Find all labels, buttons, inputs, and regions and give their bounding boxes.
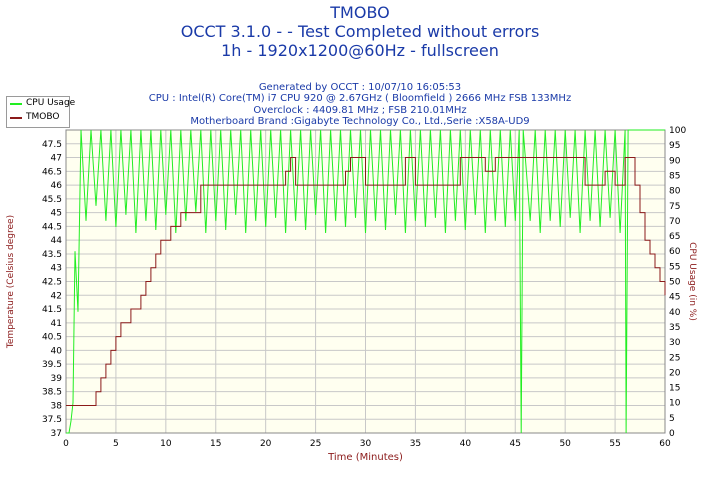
y-tick-label: 42.5 xyxy=(42,278,62,288)
y-tick-label: 41.5 xyxy=(42,305,62,315)
legend-item-cpu: CPU Usage xyxy=(7,97,75,111)
y2-tick-label: 85 xyxy=(669,171,680,181)
y-tick-label: 40.5 xyxy=(42,333,62,343)
cpu-line: CPU : Intel(R) Core(TM) i7 CPU 920 @ 2.6… xyxy=(148,93,572,104)
x-tick-label: 40 xyxy=(460,439,472,449)
x-tick-label: 10 xyxy=(160,439,172,449)
cpu-usage-line xyxy=(66,129,665,434)
y-tick-label: 46.5 xyxy=(42,167,62,177)
x-tick-label: 20 xyxy=(260,439,272,449)
y2-tick-label: 80 xyxy=(669,187,681,197)
y2-tick-label: 45 xyxy=(669,293,680,303)
y2-tick-label: 25 xyxy=(669,353,680,363)
y-tick-label: 38 xyxy=(51,401,63,411)
y-axis-label: Temperature (Celsius degree) xyxy=(6,215,16,349)
x-tick-label: 30 xyxy=(360,439,372,449)
y-tick-label: 38.5 xyxy=(42,388,62,398)
y-tick-label: 45.5 xyxy=(42,195,62,205)
y-tick-label: 39.5 xyxy=(42,360,62,370)
x-tick-label: 25 xyxy=(310,439,321,449)
test-mode: 1h - 1920x1200@60Hz - fullscreen xyxy=(221,41,499,60)
y2-tick-label: 60 xyxy=(669,247,681,257)
y2-tick-label: 35 xyxy=(669,323,680,333)
legend-swatch-tmobo xyxy=(10,117,22,119)
y2-tick-label: 10 xyxy=(669,399,681,409)
y2-tick-label: 65 xyxy=(669,232,680,242)
chart-subtitle: OCCT 3.1.0 - - Test Completed without er… xyxy=(180,22,540,41)
legend-label-cpu: CPU Usage xyxy=(26,98,76,108)
y2-tick-label: 5 xyxy=(669,414,675,424)
chart-title: TMOBO xyxy=(330,3,390,22)
y-tick-label: 41 xyxy=(51,319,62,329)
x-tick-label: 50 xyxy=(559,439,571,449)
y-tick-label: 42 xyxy=(51,291,62,301)
y-tick-label: 37.5 xyxy=(42,415,62,425)
legend-swatch-cpu xyxy=(10,103,22,105)
y2-tick-label: 30 xyxy=(669,338,681,348)
y-tick-label: 39 xyxy=(51,374,63,384)
y-tick-label: 47 xyxy=(51,154,62,164)
legend: CPU Usage TMOBO xyxy=(6,96,75,128)
motherboard-line: Motherboard Brand :Gigabyte Technology C… xyxy=(190,116,530,127)
y-tick-label: 47.5 xyxy=(42,140,62,150)
y-tick-label: 46 xyxy=(51,181,63,191)
x-tick-label: 0 xyxy=(63,439,69,449)
x-tick-label: 45 xyxy=(510,439,521,449)
legend-label-tmobo: TMOBO xyxy=(26,112,60,122)
x-tick-label: 55 xyxy=(609,439,620,449)
y2-tick-label: 40 xyxy=(669,308,681,318)
y-tick-label: 40 xyxy=(51,346,63,356)
y2-tick-label: 100 xyxy=(669,126,686,136)
y-tick-label: 37 xyxy=(51,429,62,439)
y2-tick-label: 90 xyxy=(669,156,681,166)
x-tick-label: 15 xyxy=(210,439,221,449)
y2-tick-label: 50 xyxy=(669,278,681,288)
y2-axis-label: CPU Usage (in %) xyxy=(687,242,697,321)
x-tick-label: 5 xyxy=(113,439,119,449)
y2-tick-label: 95 xyxy=(669,141,680,151)
y2-tick-label: 70 xyxy=(669,217,681,227)
y2-tick-label: 55 xyxy=(669,262,680,272)
x-tick-label: 35 xyxy=(410,439,421,449)
y-tick-label: 44.5 xyxy=(42,222,62,232)
tmobo-temperature-line xyxy=(66,157,666,406)
x-axis-label: Time (Minutes) xyxy=(327,452,403,463)
generated-line: Generated by OCCT : 10/07/10 16:05:53 xyxy=(258,82,462,93)
y-tick-label: 44 xyxy=(51,236,63,246)
legend-item-tmobo: TMOBO xyxy=(7,111,69,125)
y2-tick-label: 0 xyxy=(669,429,675,439)
y-tick-label: 45 xyxy=(51,209,62,219)
overclock-line: Overclock : 4409.81 MHz ; FSB 210.01MHz xyxy=(253,105,467,116)
y2-tick-label: 75 xyxy=(669,202,680,212)
y2-tick-label: 20 xyxy=(669,368,681,378)
y-tick-label: 43 xyxy=(51,264,62,274)
x-tick-label: 60 xyxy=(659,439,671,449)
y-tick-label: 43.5 xyxy=(42,250,62,260)
y2-tick-label: 15 xyxy=(669,384,680,394)
